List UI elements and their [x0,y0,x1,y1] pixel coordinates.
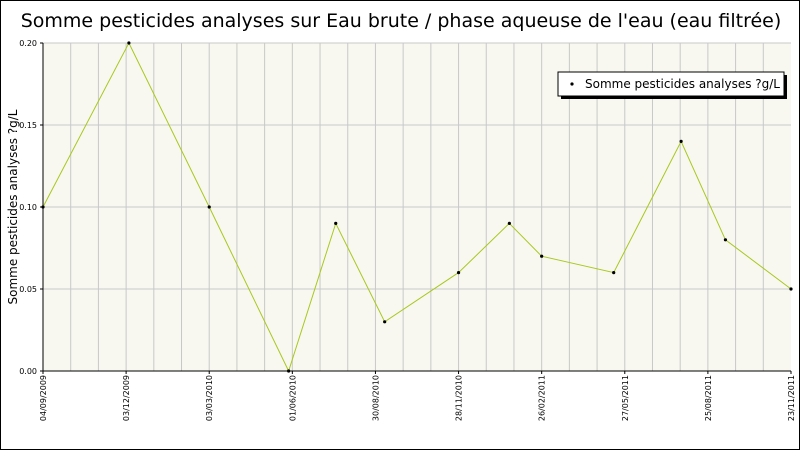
y-tick-label: 0.05 [19,285,37,294]
data-point [207,205,211,209]
data-point [41,205,45,209]
data-point [789,287,793,291]
data-point [612,271,616,275]
data-point [127,41,131,45]
y-tick-label: 0.15 [19,121,37,130]
y-tick-label: 0.10 [19,203,37,212]
x-tick-label: 26/02/2011 [538,375,547,421]
legend-entry-label: Somme pesticides analyses ?g/L [585,77,780,91]
data-point [334,221,338,225]
data-point [383,320,387,324]
legend-marker [570,82,574,86]
x-tick-label: 30/08/2010 [371,375,380,421]
grid-lines [43,42,791,372]
x-tick-label: 23/11/2011 [787,375,796,421]
data-point [540,254,544,258]
legend: Somme pesticides analyses ?g/L [557,71,787,99]
x-tick-label: 28/11/2010 [455,375,464,421]
x-tick-label: 27/05/2011 [621,375,630,421]
data-point [287,369,291,373]
x-tick-label: 01/06/2010 [288,375,297,421]
x-tick-label: 25/08/2011 [704,375,713,421]
y-tick-label: 0.20 [19,39,37,48]
x-tick-label: 03/03/2010 [205,375,214,421]
legend-box [557,71,785,97]
y-axis-label: Somme pesticides analyses ?g/L [6,109,20,304]
data-point [456,271,461,275]
y-axis-ticks: 0.00 0.05 0.10 0.15 0.20 [19,39,43,376]
x-axis-ticks: 04/09/2009 03/12/2009 03/03/2010 01/06/2010… [39,371,796,421]
data-point [507,221,511,225]
data-point [679,139,683,143]
chart-title: Somme pesticides analyses sur Eau brute … [21,10,782,32]
y-tick-label: 0.00 [19,367,37,376]
data-point [723,238,728,242]
x-tick-label: 03/12/2009 [122,375,131,421]
x-tick-label: 04/09/2009 [39,375,48,421]
series-group [41,41,793,373]
